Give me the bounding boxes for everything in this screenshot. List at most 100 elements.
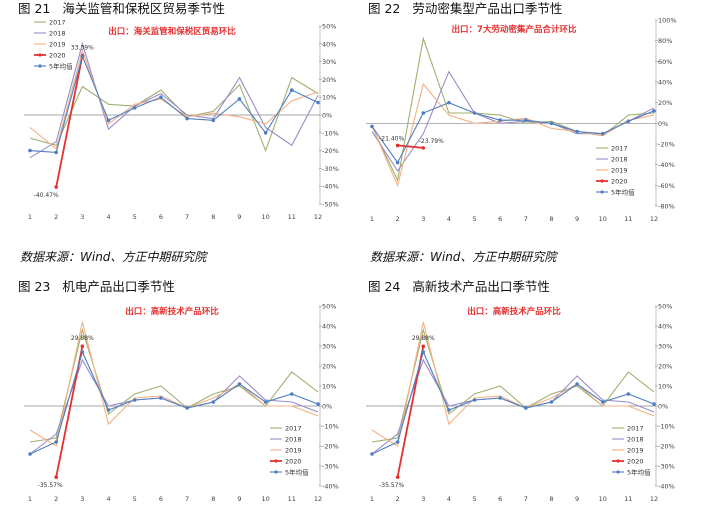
data-point — [132, 398, 137, 402]
data-point — [211, 118, 216, 123]
x-tick-label: 4 — [447, 215, 451, 223]
legend-marker — [38, 64, 42, 68]
x-tick-label: 10 — [599, 495, 607, 503]
data-point — [498, 118, 502, 123]
legend-label: 2017 — [611, 145, 628, 153]
series-line-2018 — [29, 358, 319, 455]
y-tick-label: -10% — [322, 423, 339, 431]
data-point — [626, 119, 631, 124]
data-point — [28, 148, 32, 153]
data-point — [54, 440, 58, 444]
data-label: -40.47% — [34, 192, 59, 199]
x-tick-label: 10 — [261, 213, 269, 221]
data-label: -35.57% — [379, 482, 404, 489]
y-tick-label: 30% — [322, 58, 336, 66]
data-point — [28, 452, 32, 456]
y-tick-label: 10% — [658, 383, 672, 391]
chart-title: 出口：高新技术产品环比 — [125, 306, 219, 317]
data-point — [370, 452, 374, 456]
data-label: 33.39% — [71, 45, 94, 52]
data-point — [80, 54, 85, 59]
x-tick-label: 8 — [211, 495, 215, 503]
x-tick-label: 3 — [80, 213, 84, 221]
x-tick-label: 6 — [159, 213, 163, 221]
legend-marker — [616, 470, 620, 474]
data-point — [106, 118, 111, 123]
data-point — [80, 344, 85, 349]
x-tick-label: 11 — [624, 495, 632, 503]
y-tick-label: 50% — [658, 303, 672, 311]
data-point — [290, 88, 294, 92]
chart-labor-intensive-exports: 100%80%60%40%20%0%-20%-40%-60%-80%1 2 3 4 5 6… — [366, 17, 677, 223]
y-tick-label: 0% — [658, 120, 668, 128]
chart-title: 出口：7大劳动密集产品合计环比 — [452, 24, 577, 35]
y-tick-label: -30% — [658, 463, 675, 471]
y-tick-label: 0% — [322, 112, 332, 120]
data-point — [316, 402, 320, 406]
y-tick-label: 100% — [658, 17, 677, 25]
legend-label: 2017 — [627, 425, 644, 433]
legend-label: 2019 — [49, 41, 66, 49]
x-tick-label: 7 — [185, 213, 189, 221]
data-point — [575, 382, 579, 386]
y-tick-label: 20% — [658, 99, 672, 107]
figure-name: 机电产品出口季节性 — [62, 279, 175, 294]
data-point — [159, 396, 163, 400]
legend-label: 5年均值 — [285, 468, 309, 477]
y-tick-label: 20% — [658, 363, 672, 371]
x-tick-label: 11 — [288, 495, 296, 503]
x-tick-label: 12 — [650, 495, 658, 503]
y-tick-label: -10% — [322, 129, 339, 137]
x-tick-label: 9 — [575, 215, 579, 223]
series-line-5年均值 — [29, 350, 319, 455]
y-tick-label: 30% — [322, 343, 336, 351]
y-tick-label: 10% — [322, 94, 336, 102]
data-point — [421, 350, 426, 354]
data-label: 29.88% — [412, 335, 435, 342]
x-tick-label: 11 — [288, 213, 296, 221]
data-point — [395, 475, 400, 479]
chart-customs-bonded-trade: 50%40%30%20%10%0%-10%-20%-30%-40%-50%1 2 3… — [24, 19, 339, 221]
x-tick-label: 3 — [421, 495, 425, 503]
chart-high-tech-exports: 50%40%30%20%10%0%-10%-20%-30%-40%1 2 3 4 5 6 7… — [366, 303, 675, 503]
legend-label: 2018 — [611, 156, 628, 164]
x-tick-label: 2 — [54, 213, 58, 221]
data-point — [263, 400, 268, 404]
y-tick-label: 20% — [322, 76, 336, 84]
x-tick-label: 4 — [447, 495, 451, 503]
y-tick-label: -10% — [658, 423, 675, 431]
x-tick-label: 7 — [524, 215, 528, 223]
data-label: -21.40% — [379, 135, 404, 142]
data-source-right: 数据来源：Wind、方正中期研究院 — [370, 250, 557, 264]
data-point — [185, 116, 189, 121]
data-point — [237, 97, 242, 101]
x-tick-label: 5 — [133, 213, 137, 221]
series-line-2017 — [29, 76, 319, 153]
series-line-2020 — [55, 55, 84, 188]
x-tick-label: 8 — [211, 213, 215, 221]
legend-label: 2020 — [611, 178, 628, 186]
data-point — [263, 131, 268, 135]
data-point — [549, 121, 554, 126]
x-tick-label: 1 — [370, 215, 374, 223]
figure-name: 海关监管和保税区贸易季节性 — [62, 1, 225, 16]
x-tick-label: 1 — [28, 495, 32, 503]
y-tick-label: -40% — [658, 161, 675, 169]
y-tick-label: -80% — [658, 203, 675, 211]
series-line-2020 — [397, 144, 424, 149]
data-point — [395, 143, 400, 148]
y-tick-label: 40% — [658, 323, 672, 331]
data-point — [395, 440, 400, 444]
y-tick-label: -20% — [658, 141, 675, 149]
data-point — [652, 402, 656, 406]
x-tick-label: 7 — [524, 495, 528, 503]
x-tick-label: 9 — [575, 495, 579, 503]
legend-marker — [274, 459, 278, 463]
y-tick-label: 40% — [658, 79, 672, 87]
figure-23-title: 图 23 机电产品出口季节性 — [18, 276, 175, 295]
data-source-left: 数据来源：Wind、方正中期研究院 — [20, 250, 207, 264]
x-tick-label: 8 — [549, 495, 553, 503]
x-tick-label: 5 — [472, 215, 476, 223]
x-tick-label: 12 — [314, 495, 322, 503]
data-point — [472, 111, 477, 115]
